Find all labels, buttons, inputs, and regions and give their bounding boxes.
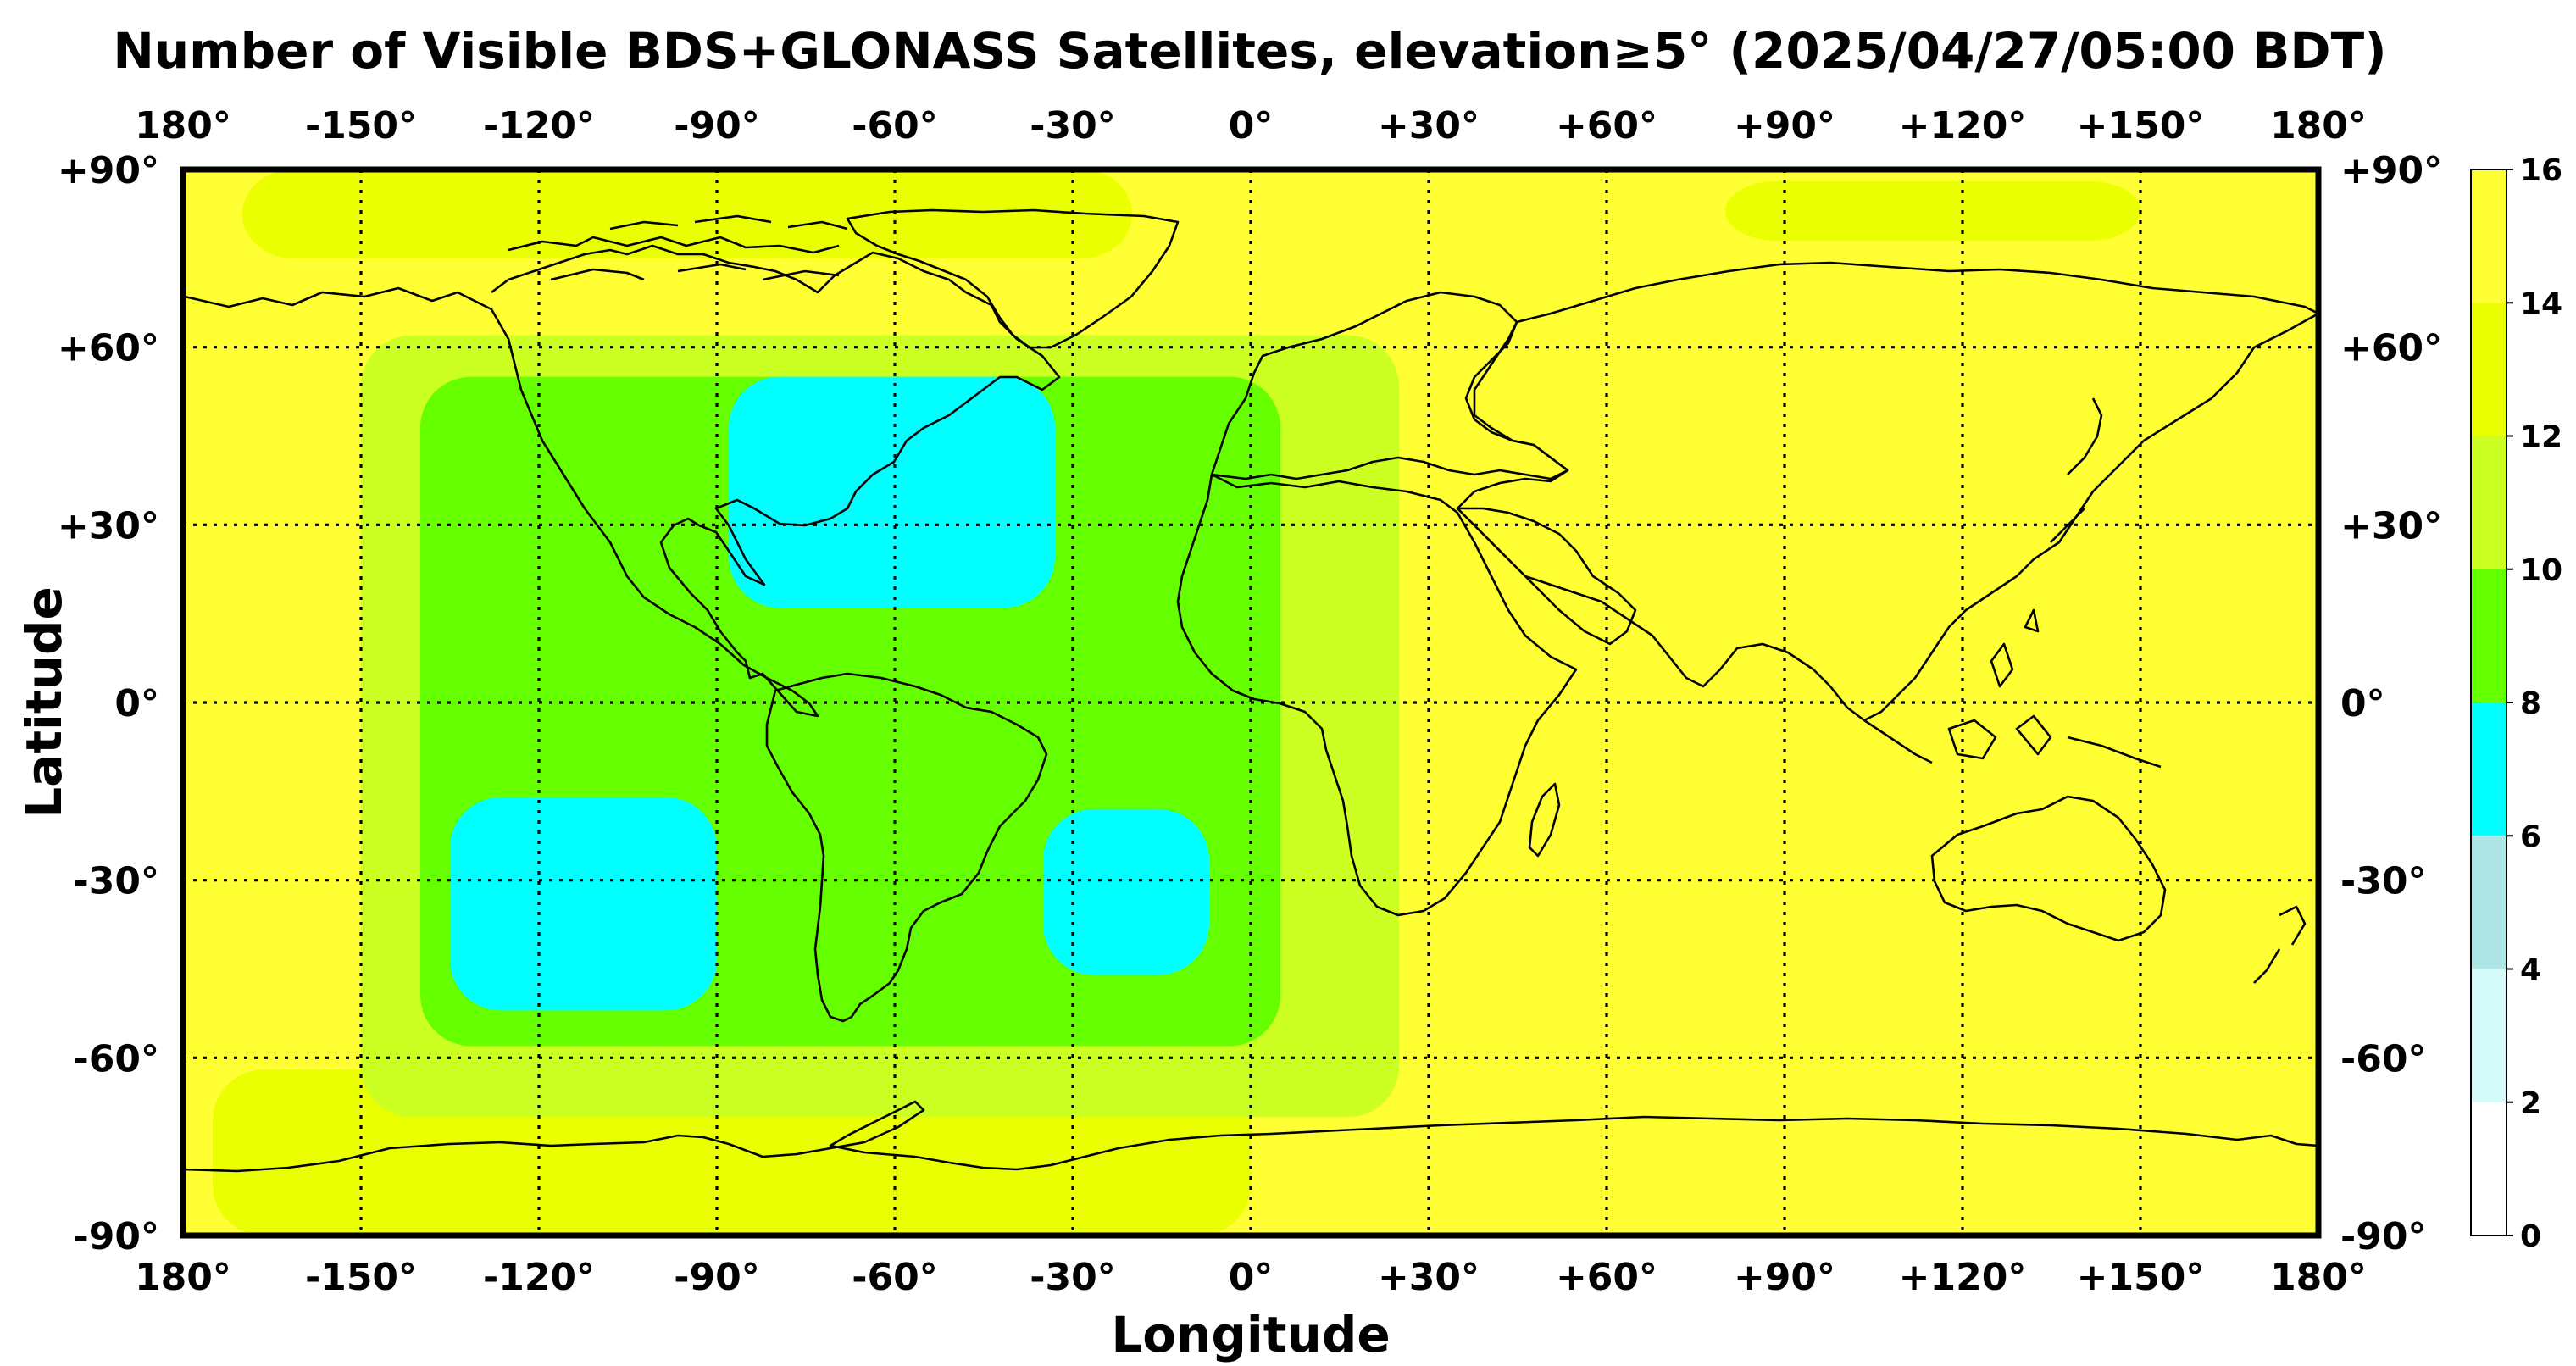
lat-tick-label-right: +60° (2340, 327, 2442, 370)
coastline-arctic-islands (508, 214, 848, 281)
coastline-madagascar (1528, 782, 1561, 858)
lon-tick-label-bottom: -150° (305, 1256, 417, 1299)
x-axis-label: Longitude (1111, 1306, 1390, 1363)
heatmap-region-south-atlantic-cyan (1043, 808, 1209, 975)
coastline-europe (1210, 291, 1569, 480)
lat-tick-label-left: +90° (58, 149, 159, 192)
lat-tick-label-left: +60° (58, 327, 159, 370)
heatmap-region-arctic-high-band (242, 169, 1132, 258)
colorbar-bin (2471, 1102, 2507, 1236)
lon-tick-label-top: +60° (1556, 104, 1657, 147)
colorbar-bin (2471, 702, 2507, 836)
lon-tick-label-bottom: +60° (1556, 1256, 1657, 1299)
lon-tick-label-bottom: -90° (674, 1256, 760, 1299)
colorbar-bin (2471, 303, 2507, 436)
coastline-new-zealand (2253, 905, 2307, 984)
colorbar-bin (2471, 436, 2507, 569)
lon-tick-label-bottom: +30° (1378, 1256, 1480, 1299)
coastline-asia (1456, 261, 2318, 722)
colorbar-bin (2471, 969, 2507, 1102)
lon-tick-label-top: -150° (305, 104, 417, 147)
coastline-africa (1176, 473, 1578, 917)
lon-tick-label-bottom: -120° (483, 1256, 595, 1299)
lon-tick-label-top: -120° (483, 104, 595, 147)
lat-tick-label-right: -90° (2340, 1215, 2427, 1258)
colorbar: 16 14 12 10 8 6 4 2 0 (2470, 153, 2562, 1254)
lat-tick-label-right: +90° (2340, 149, 2442, 192)
lon-tick-label-top: 0° (1229, 104, 1274, 147)
lon-tick-label-top: +120° (1899, 104, 2027, 147)
heatmap-region-south-pacific-cyan (450, 797, 717, 1011)
lon-tick-label-top: -90° (674, 104, 760, 147)
lat-tick-label-left: 0° (114, 682, 159, 725)
y-axis-label: Latitude (15, 586, 73, 819)
coastline-antarctica (183, 1100, 2318, 1173)
coastline-north-america (184, 244, 1061, 718)
lat-tick-label-left: -60° (74, 1037, 160, 1080)
colorbar-tick-label: 16 (2520, 153, 2562, 188)
coastline-greenland (846, 208, 1180, 349)
lon-tick-label-top: 180° (135, 104, 231, 147)
lon-tick-label-bottom: 180° (2270, 1256, 2367, 1299)
lat-tick-label-left: +30° (58, 504, 159, 547)
lon-tick-label-top: +90° (1734, 104, 1835, 147)
coastlines (183, 208, 2318, 1173)
colorbar-tick-label: 4 (2520, 953, 2541, 988)
colorbar-tick-label: 14 (2520, 286, 2562, 321)
colorbar-tick-label: 6 (2520, 819, 2541, 854)
colorbar-tick-label: 10 (2520, 553, 2562, 588)
lat-tick-label-right: +30° (2340, 504, 2442, 547)
chart-title: Number of Visible BDS+GLONASS Satellites… (113, 22, 2386, 80)
lon-tick-label-bottom: -60° (852, 1256, 938, 1299)
heatmap-region-northeast-arctic-band (1725, 180, 2140, 241)
lon-tick-label-bottom: +150° (2077, 1256, 2205, 1299)
map-frame (180, 166, 2322, 1239)
lon-tick-label-bottom: -30° (1030, 1256, 1116, 1299)
coastline-arabia (1456, 507, 1637, 646)
graticule-grid (183, 169, 2318, 1236)
bottom-longitude-ticks: 180° -150° -120° -90° -60° -30° 0° +30° +60° +90°… (135, 1256, 2367, 1299)
colorbar-tick-label: 12 (2520, 420, 2562, 455)
lon-tick-label-bottom: 180° (135, 1256, 231, 1299)
lat-tick-label-right: -30° (2340, 860, 2427, 903)
colorbar-tick-label: 8 (2520, 686, 2541, 721)
lon-tick-label-bottom: +90° (1734, 1256, 1835, 1299)
coastline-australia (1930, 795, 2167, 942)
lat-tick-label-right: -60° (2340, 1037, 2427, 1080)
coastline-south-america (765, 672, 1048, 1023)
colorbar-tick-label: 2 (2520, 1086, 2541, 1121)
lat-tick-label-left: -90° (74, 1215, 160, 1258)
lon-tick-label-top: -60° (852, 104, 938, 147)
colorbar-bin (2471, 169, 2507, 303)
lon-tick-label-top: 180° (2270, 104, 2367, 147)
lat-tick-label-right: 0° (2340, 682, 2385, 725)
lon-tick-label-bottom: +120° (1899, 1256, 2027, 1299)
coastline-southeast-asia-islands (1863, 608, 2162, 769)
lon-tick-label-top: +150° (2077, 104, 2205, 147)
lon-tick-label-bottom: 0° (1229, 1256, 1274, 1299)
left-latitude-ticks: +90° +60° +30° 0° -30° -60° -90° (58, 149, 159, 1258)
top-longitude-ticks: 180° -150° -120° -90° -60° -30° 0° +30° +60° +90°… (135, 104, 2367, 147)
colorbar-tick-label: 0 (2520, 1219, 2541, 1254)
lon-tick-label-top: -30° (1030, 104, 1116, 147)
heatmap-region-north-america-atlantic-cyan (729, 376, 1055, 608)
lon-tick-label-top: +30° (1378, 104, 1480, 147)
colorbar-bin (2471, 569, 2507, 702)
right-latitude-ticks: +90° +60° +30° 0° -30° -60° -90° (2340, 149, 2442, 1258)
lat-tick-label-left: -30° (74, 860, 160, 903)
colorbar-bin (2471, 836, 2507, 969)
coastline-japan (2050, 397, 2103, 543)
